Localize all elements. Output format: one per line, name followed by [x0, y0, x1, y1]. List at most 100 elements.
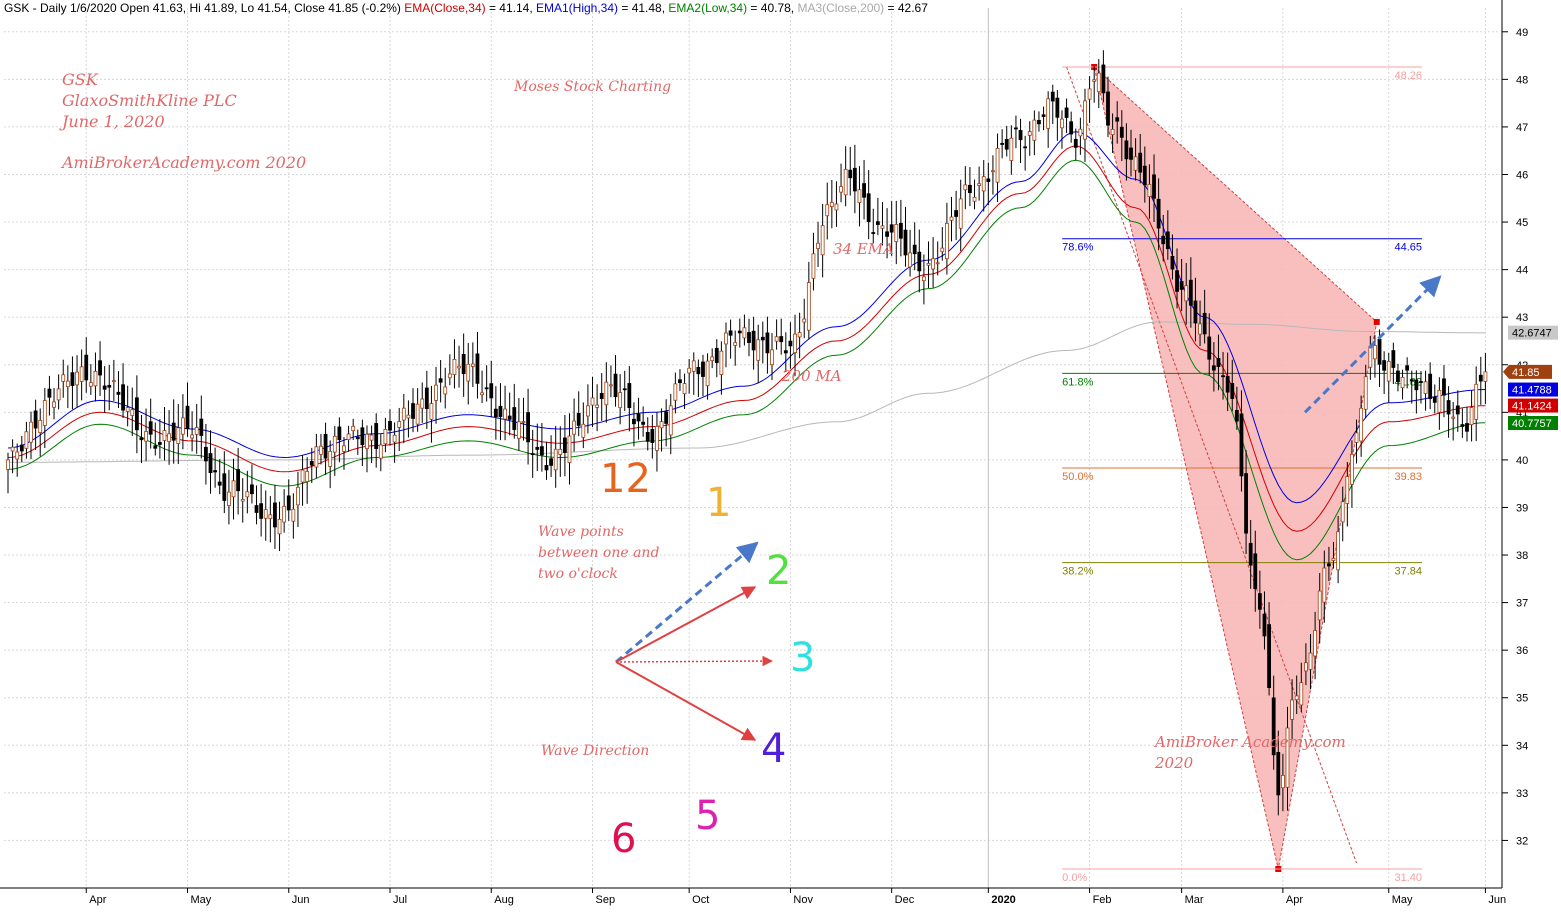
candle-body — [945, 222, 949, 260]
arrow-two-oclock — [615, 586, 757, 663]
candle-body — [682, 383, 687, 395]
series-line — [8, 321, 1486, 463]
candle — [102, 366, 107, 413]
candle-body — [1280, 775, 1285, 789]
candle-body — [194, 427, 199, 435]
header-ema-low: EMA2(Low,34) — [668, 1, 748, 15]
candle-body — [1262, 613, 1267, 637]
candle-body — [1211, 365, 1216, 371]
candle — [576, 391, 581, 437]
candle-body — [931, 258, 935, 270]
candle-body — [1046, 98, 1051, 129]
candle — [480, 370, 484, 404]
candle-body — [240, 499, 245, 502]
candle-body — [125, 407, 130, 412]
candle — [1175, 248, 1179, 309]
candle-body — [645, 432, 650, 442]
candle — [829, 180, 834, 229]
candle — [857, 166, 862, 227]
candle-body — [245, 491, 250, 498]
candle — [342, 436, 346, 470]
candle-body — [337, 426, 342, 441]
arrow-projection — [1303, 275, 1442, 414]
candle — [1432, 384, 1437, 414]
candle — [111, 359, 116, 401]
candle-body — [1304, 662, 1308, 672]
y-tick-label: 44 — [1516, 265, 1528, 277]
candle-body — [397, 421, 402, 428]
candle-body — [1198, 323, 1202, 335]
candle-body — [889, 224, 894, 233]
candle — [1267, 602, 1271, 696]
candle-body — [636, 413, 641, 422]
candle — [1014, 115, 1018, 149]
candle — [397, 407, 402, 452]
y-tick-label: 49 — [1516, 27, 1528, 39]
candle — [167, 410, 171, 465]
candle-body — [383, 429, 388, 445]
candle-body — [894, 224, 899, 243]
candle-body — [968, 184, 972, 194]
candle — [1202, 289, 1207, 344]
candle-body — [1009, 137, 1014, 161]
candle — [1225, 352, 1230, 412]
candle — [1023, 135, 1028, 171]
candle-body — [1414, 379, 1419, 391]
y-tick-label: 46 — [1516, 169, 1528, 181]
candle-body — [1161, 235, 1166, 245]
candle-body — [655, 425, 659, 451]
candle — [1405, 357, 1410, 389]
candle — [673, 372, 678, 414]
candle — [1161, 214, 1166, 262]
candle-body — [300, 469, 305, 483]
candle — [1313, 611, 1318, 680]
note-ma: 200 MA — [782, 367, 842, 385]
candle — [1046, 91, 1051, 148]
candle — [1317, 573, 1322, 644]
candle — [420, 382, 425, 423]
candle — [1060, 110, 1064, 149]
candle-body — [314, 446, 319, 468]
candle — [747, 318, 751, 357]
series-line — [7, 145, 1486, 532]
candle-body — [599, 393, 604, 399]
candle — [1363, 364, 1368, 419]
y-tick-label: 43 — [1516, 312, 1528, 324]
candle-body — [632, 418, 636, 425]
candle-body — [1419, 381, 1423, 383]
candle-body — [843, 168, 848, 196]
candle — [1280, 753, 1285, 812]
candle-body — [10, 446, 15, 452]
candle-body — [1119, 126, 1124, 138]
candle — [70, 356, 75, 410]
axis-badge-shape — [1508, 382, 1558, 397]
candle — [981, 160, 986, 212]
x-tick-label: May — [1392, 894, 1413, 906]
candle-body — [342, 445, 346, 452]
candle — [885, 208, 889, 259]
candle — [1345, 461, 1350, 527]
candle — [1115, 101, 1120, 144]
candle — [645, 417, 650, 451]
candle — [1055, 90, 1060, 141]
candle-body — [581, 423, 586, 438]
candle-body — [586, 405, 590, 417]
candle — [1133, 138, 1138, 181]
y-tick-label: 48 — [1516, 74, 1528, 86]
candle — [972, 179, 977, 210]
candle — [185, 382, 190, 437]
candle-body — [296, 486, 300, 506]
candle-body — [921, 276, 926, 282]
fib-point-retrace — [1373, 318, 1380, 325]
candle-body — [595, 404, 600, 408]
fib-level-label: 50.0% — [1062, 471, 1093, 483]
candle-body — [1442, 378, 1446, 396]
candle-body — [1331, 557, 1336, 561]
candle-body — [1432, 396, 1437, 403]
candle — [1009, 125, 1014, 175]
candle — [581, 402, 586, 449]
candle-body — [1409, 379, 1414, 382]
candle — [1027, 121, 1032, 156]
